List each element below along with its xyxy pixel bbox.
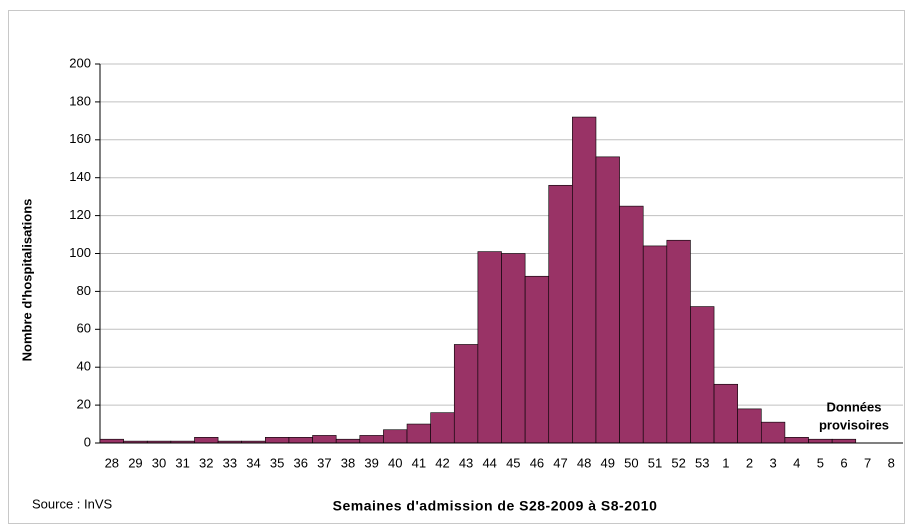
y-tick-label: 120 [69, 207, 91, 222]
x-tick-label: 38 [341, 455, 355, 470]
bar [383, 429, 408, 444]
y-tick-label: 0 [84, 434, 91, 449]
x-tick-label: 5 [817, 455, 824, 470]
x-tick-label: 47 [553, 455, 567, 470]
x-tick-label: 3 [769, 455, 776, 470]
x-tick-label: 39 [364, 455, 378, 470]
bar [619, 205, 644, 444]
y-axis-label: Nombre d'hospitalisations [19, 199, 34, 362]
x-tick-label: 8 [888, 455, 895, 470]
x-tick-label: 45 [506, 455, 520, 470]
x-tick-label: 52 [671, 455, 685, 470]
x-tick-label: 51 [648, 455, 662, 470]
bar [99, 438, 124, 444]
bar [831, 438, 857, 444]
bar [666, 239, 691, 444]
bar [572, 116, 597, 444]
x-axis-label: Semaines d'admission de S28-2009 à S8-20… [333, 498, 658, 514]
x-tick-label: 44 [482, 455, 496, 470]
x-tick-label: 33 [223, 455, 237, 470]
bar [312, 435, 337, 444]
bar [335, 438, 361, 444]
bar [501, 253, 526, 444]
x-tick-label: 53 [695, 455, 709, 470]
bar [808, 438, 833, 444]
bar [595, 156, 620, 444]
y-tick-label: 200 [69, 55, 91, 70]
bar [737, 408, 762, 444]
bar [265, 437, 290, 444]
bar [194, 437, 219, 444]
x-tick-label: 6 [840, 455, 847, 470]
x-tick-label: 34 [246, 455, 260, 470]
bar [784, 437, 809, 444]
annotation: provisoires [819, 417, 889, 432]
bar [713, 383, 738, 444]
bar [359, 435, 384, 444]
x-tick-label: 37 [317, 455, 331, 470]
x-tick-label: 40 [388, 455, 402, 470]
y-tick-label: 180 [69, 93, 91, 108]
x-tick-label: 49 [601, 455, 615, 470]
y-tick-label: 40 [77, 359, 91, 374]
x-tick-label: 48 [577, 455, 591, 470]
x-tick-label: 31 [175, 455, 189, 470]
x-tick-label: 35 [270, 455, 284, 470]
annotation: Données [827, 399, 882, 414]
y-tick-label: 100 [69, 245, 91, 260]
x-tick-label: 41 [412, 455, 426, 470]
bar [477, 251, 502, 444]
bar [406, 423, 431, 444]
bar [430, 412, 455, 444]
x-tick-label: 32 [199, 455, 213, 470]
bar [453, 344, 479, 444]
chart-frame [8, 10, 905, 524]
bar [524, 275, 550, 444]
x-tick-label: 50 [624, 455, 638, 470]
x-tick-label: 4 [793, 455, 800, 470]
bar [548, 184, 573, 444]
y-tick-label: 80 [77, 283, 91, 298]
y-tick-label: 20 [77, 397, 91, 412]
x-tick-label: 1 [722, 455, 729, 470]
bar [760, 421, 786, 444]
bar [288, 437, 313, 444]
bar [690, 306, 715, 444]
y-tick-label: 160 [69, 131, 91, 146]
y-tick-label: 60 [77, 321, 91, 336]
x-tick-label: 30 [152, 455, 166, 470]
x-tick-label: 36 [294, 455, 308, 470]
y-tick-label: 140 [69, 169, 91, 184]
x-tick-label: 2 [746, 455, 753, 470]
bar [642, 245, 668, 444]
x-tick-label: 42 [435, 455, 449, 470]
source: Source : InVS [32, 496, 113, 511]
x-tick-label: 46 [530, 455, 544, 470]
x-tick-label: 28 [105, 455, 119, 470]
x-tick-label: 29 [128, 455, 142, 470]
x-tick-label: 7 [864, 455, 871, 470]
x-tick-label: 43 [459, 455, 473, 470]
